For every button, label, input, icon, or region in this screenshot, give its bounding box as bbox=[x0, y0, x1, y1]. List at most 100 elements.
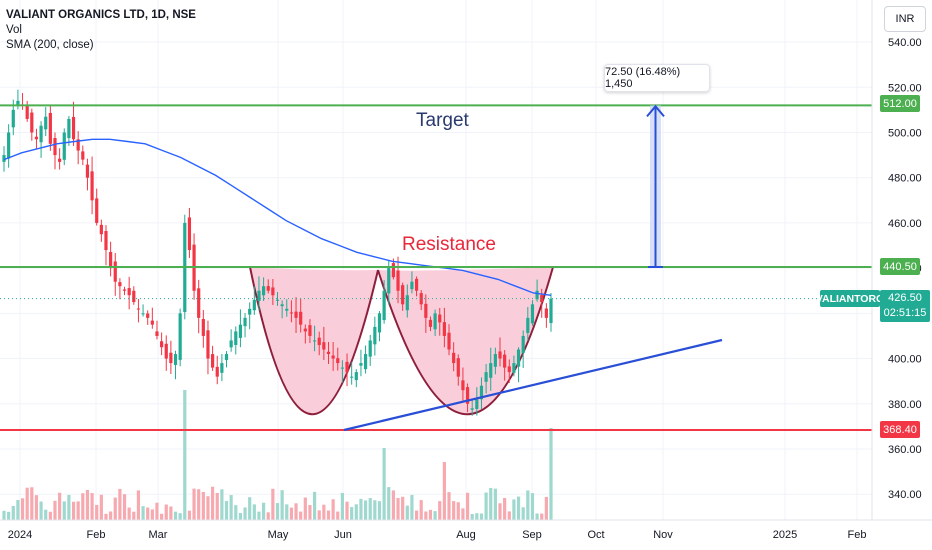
volume-bar bbox=[452, 501, 456, 520]
price-tick-label: 500.00 bbox=[888, 127, 922, 139]
volume-bar bbox=[146, 507, 150, 520]
volume-bar bbox=[136, 490, 141, 520]
candle-body bbox=[85, 164, 90, 178]
sma-200-line bbox=[3, 138, 552, 296]
volume-bar bbox=[331, 499, 335, 520]
volume-bar bbox=[526, 490, 530, 520]
volume-bar bbox=[229, 495, 233, 520]
volume-bar bbox=[62, 501, 66, 520]
horizontal-levels[interactable] bbox=[0, 104, 872, 431]
currency-button[interactable]: INR bbox=[884, 6, 926, 32]
volume-bar bbox=[39, 501, 43, 520]
candle-body bbox=[410, 281, 414, 290]
time-axis[interactable]: 2024 Feb Mar May Jun Aug Sep Oct Nov 2025 Feb bbox=[0, 519, 932, 541]
grid-lines bbox=[0, 0, 872, 520]
volume-bar bbox=[271, 488, 275, 520]
volume-bar bbox=[211, 486, 215, 520]
volume-bar bbox=[484, 492, 488, 520]
volume-bar bbox=[20, 498, 25, 520]
candle-body bbox=[299, 311, 303, 325]
volume-bar bbox=[7, 511, 11, 520]
volume-bar bbox=[442, 462, 446, 520]
candle-body bbox=[382, 290, 386, 321]
price-tick-label: 460.00 bbox=[888, 218, 922, 230]
left-cup-curve bbox=[249, 266, 379, 415]
candle-body bbox=[155, 331, 159, 336]
candle-body bbox=[308, 325, 312, 336]
candle-body bbox=[238, 324, 243, 338]
resistance-annotation[interactable]: Resistance bbox=[402, 234, 496, 255]
volume-bar bbox=[303, 497, 307, 520]
volume-bar bbox=[280, 490, 284, 520]
volume-bar bbox=[183, 390, 187, 520]
time-tick-label: Oct bbox=[587, 529, 604, 541]
trend-line[interactable] bbox=[343, 338, 723, 432]
candle-body bbox=[76, 139, 80, 151]
candle-body bbox=[530, 304, 535, 324]
volume-bar bbox=[322, 504, 326, 520]
volume-bar bbox=[81, 493, 85, 520]
candle-body bbox=[470, 408, 474, 410]
volume-bar bbox=[234, 505, 238, 520]
candlesticks bbox=[2, 89, 553, 416]
candle-body bbox=[136, 308, 141, 310]
measure-arrow[interactable] bbox=[646, 104, 665, 268]
volume-bar bbox=[299, 511, 303, 520]
volume-bar bbox=[326, 510, 331, 520]
volume-bar bbox=[507, 511, 511, 520]
candle-body bbox=[150, 320, 154, 325]
candle-body bbox=[294, 311, 298, 318]
candle-body bbox=[178, 313, 182, 360]
volume-bar bbox=[433, 511, 437, 520]
candle-body bbox=[7, 132, 11, 159]
volume-bar bbox=[308, 505, 312, 520]
candle-body bbox=[215, 366, 219, 377]
candle-body bbox=[187, 217, 192, 251]
volume-bar bbox=[206, 496, 210, 520]
candle-body bbox=[30, 112, 34, 133]
volume-bar bbox=[243, 507, 247, 520]
volume-bar bbox=[493, 488, 497, 520]
volume-bar bbox=[164, 504, 168, 520]
volume-bar bbox=[424, 511, 428, 520]
volume-bar bbox=[535, 513, 539, 520]
volume-bar bbox=[285, 504, 289, 520]
candle-body bbox=[58, 158, 62, 162]
volume-bar bbox=[192, 488, 196, 520]
volume-bar bbox=[521, 507, 525, 520]
symbol-title[interactable]: VALIANT ORGANICS LTD, 1D, NSE bbox=[6, 9, 196, 21]
target-annotation[interactable]: Target bbox=[416, 110, 469, 131]
volume-bar bbox=[30, 487, 34, 520]
volume-bar bbox=[414, 510, 419, 520]
candle-body bbox=[317, 337, 321, 345]
volume-bar bbox=[160, 513, 164, 520]
sma-200-path bbox=[3, 138, 552, 296]
volume-bar bbox=[99, 494, 103, 520]
volume-bar bbox=[465, 492, 470, 520]
candle-body bbox=[122, 289, 127, 291]
volume-indicator-label[interactable]: Vol bbox=[6, 24, 22, 36]
volume-bar bbox=[201, 491, 205, 520]
candle-body bbox=[535, 290, 539, 300]
cup-handle-fill bbox=[250, 267, 553, 415]
candle-body bbox=[62, 132, 66, 160]
candle-body bbox=[127, 288, 131, 296]
volume-bar bbox=[238, 513, 243, 520]
candle-body bbox=[53, 138, 57, 156]
volume-bar bbox=[461, 508, 465, 520]
price-tick-label: 520.00 bbox=[888, 82, 922, 94]
candle-body bbox=[48, 112, 52, 144]
candle-body bbox=[104, 231, 108, 251]
candle-body bbox=[465, 387, 470, 404]
candle-body bbox=[526, 317, 530, 333]
candle-body bbox=[359, 363, 363, 366]
candle-body bbox=[16, 100, 20, 107]
candle-body bbox=[44, 116, 48, 130]
sma-indicator-label[interactable]: SMA (200, close) bbox=[6, 39, 94, 51]
volume-bar bbox=[405, 505, 409, 520]
volume-bar bbox=[16, 500, 20, 520]
volume-bar bbox=[512, 499, 516, 520]
volume-bar bbox=[178, 513, 182, 520]
candle-body bbox=[146, 313, 150, 318]
